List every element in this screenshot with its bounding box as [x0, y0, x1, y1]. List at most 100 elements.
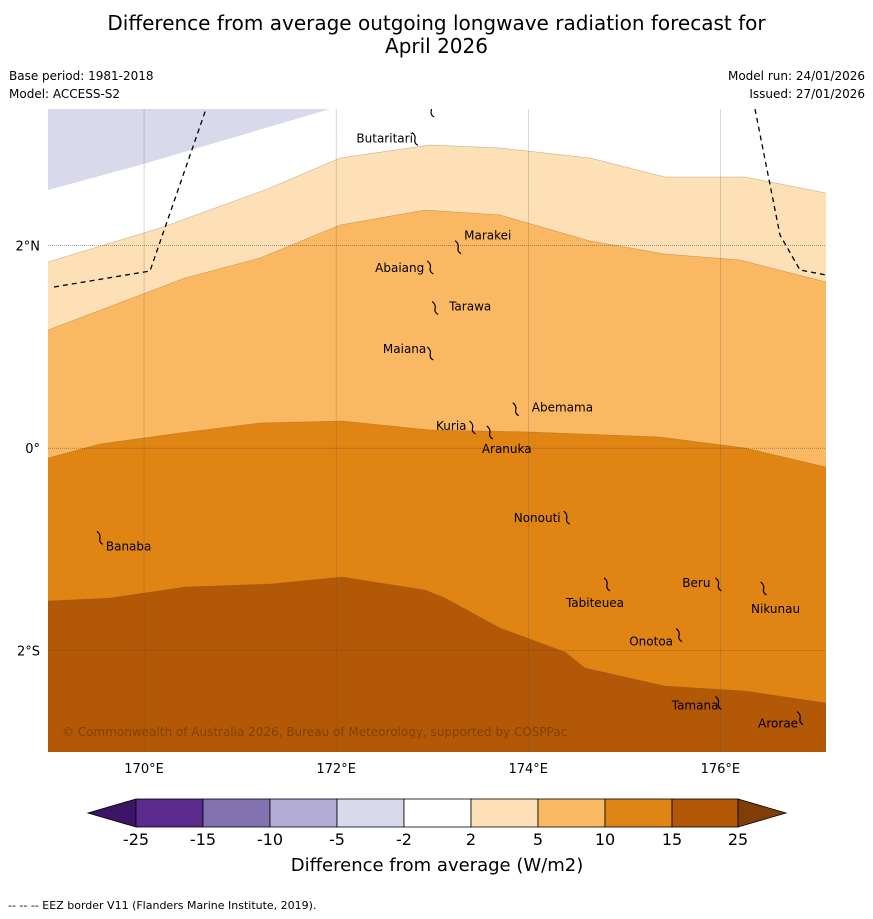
island-arorae: Arorae — [758, 711, 804, 731]
copyright-notice: © Commonwealth of Australia 2026, Bureau… — [62, 725, 567, 739]
island-abaiang: Abaiang — [375, 260, 434, 275]
legend-swatch — [403, 798, 472, 828]
island-label: Marakei — [464, 229, 511, 243]
model-run: Model run: 24/01/2026 — [727, 69, 865, 83]
island-label: Aranuka — [482, 442, 532, 456]
gridlines — [48, 109, 826, 752]
legend-swatch — [269, 798, 338, 828]
island-coastline — [454, 240, 462, 255]
island-label: Nikunau — [751, 602, 800, 616]
contour-fill-layer: Makin Butaritari Marakei Abaiang Tarawa Maian… — [48, 97, 826, 752]
legend-tick-label: -2 — [396, 830, 412, 849]
island-butaritari: Butaritari — [356, 131, 419, 146]
legend-title: Difference from average (W/m2) — [291, 855, 583, 876]
chart-title: Difference from average outgoing longwav… — [0, 12, 873, 58]
legend-tick-label: 25 — [728, 830, 748, 849]
island-label: Nonouti — [514, 511, 561, 525]
island-coastline — [430, 109, 435, 118]
island-label: Kuria — [436, 419, 467, 433]
legend-swatch — [671, 798, 739, 828]
island-coastline — [411, 131, 419, 146]
legend-swatch — [604, 798, 673, 828]
island-label: Abaiang — [375, 261, 424, 275]
legend-swatch — [135, 798, 204, 828]
island-marakei: Marakei — [454, 229, 511, 255]
lat-tick-label: 2°S — [17, 645, 40, 660]
legend-swatch — [537, 798, 606, 828]
island-coastline — [563, 510, 570, 525]
eez-border — [53, 109, 826, 288]
legend-tick-label: -15 — [190, 830, 216, 849]
island-maiana: Maiana — [383, 342, 434, 361]
legend-extend-high — [737, 798, 788, 828]
island-coastline — [486, 425, 494, 440]
legend-tick-label: 15 — [662, 830, 682, 849]
legend-tick-label: -5 — [329, 830, 345, 849]
issued-date: Issued: 27/01/2026 — [749, 87, 865, 101]
legend-tick-label: 10 — [595, 830, 615, 849]
lon-tick-label: 174°E — [508, 762, 548, 777]
legend-tick-label: 5 — [533, 830, 543, 849]
title-line-1: Difference from average outgoing longwav… — [107, 11, 766, 35]
island-label: Makin — [393, 97, 429, 111]
meta-right: Model run: 24/01/2026 Issued: 27/01/2026 — [728, 67, 865, 103]
lon-tick-label: 172°E — [316, 762, 356, 777]
island-coastline — [426, 260, 434, 275]
island-coastline — [426, 346, 434, 361]
island-tamana: Tamana — [671, 695, 722, 712]
eez-footer-note: -- -- -- EEZ border V11 (Flanders Marine… — [8, 899, 317, 912]
island-nikunau: Nikunau — [751, 581, 800, 616]
meta-left: Base period: 1981-2018 Model: ACCESS-S2 — [9, 67, 154, 103]
island-coastline — [469, 420, 476, 435]
lat-tick-label: 0° — [25, 442, 40, 457]
lon-tick-label: 170°E — [124, 762, 164, 777]
island-label: Tarawa — [448, 299, 491, 313]
legend-swatch — [470, 798, 539, 828]
title-line-2: April 2026 — [385, 34, 488, 58]
island-label: Tabiteuea — [565, 596, 624, 610]
islands-layer: Makin Butaritari Marakei Abaiang Tarawa Maian… — [96, 97, 804, 731]
legend-tick-label: 2 — [466, 830, 476, 849]
legend-tick-label: -25 — [123, 830, 149, 849]
island-label: Beru — [682, 576, 710, 590]
island-label: Banaba — [106, 539, 152, 553]
band-minus5-minus2 — [48, 109, 330, 190]
island-kuria: Kuria — [436, 419, 476, 435]
model-name: Model: ACCESS-S2 — [9, 87, 121, 101]
island-coastline — [512, 402, 520, 417]
island-makin: Makin — [393, 97, 435, 118]
island-tabiteuea: Tabiteuea — [565, 577, 624, 610]
island-label: Butaritari — [356, 131, 413, 145]
lat-tick-label: 2°N — [16, 240, 41, 255]
legend-swatch — [336, 798, 405, 828]
island-label: Tamana — [671, 698, 719, 712]
axis-ticks: 170°E 172°E 174°E 176°E 2°N 0° 2°S — [16, 240, 741, 777]
island-beru: Beru — [682, 576, 722, 592]
contour-lines — [48, 144, 826, 704]
band-15-25 — [48, 577, 826, 752]
island-coastline — [96, 530, 104, 545]
island-label: Arorae — [758, 717, 798, 731]
island-coastline — [760, 581, 767, 596]
island-coastline — [715, 695, 722, 710]
island-nonouti: Nonouti — [514, 510, 570, 525]
island-coastline — [431, 300, 439, 315]
base-period: Base period: 1981-2018 — [9, 69, 154, 83]
island-coastline — [715, 577, 722, 592]
lon-tick-label: 176°E — [701, 762, 741, 777]
island-label: Maiana — [383, 342, 426, 356]
island-coastline — [675, 628, 683, 643]
island-label: Abemama — [532, 401, 593, 415]
island-label: Onotoa — [629, 635, 673, 649]
island-banaba: Banaba — [96, 530, 152, 553]
island-tarawa: Tarawa — [431, 299, 491, 315]
island-onotoa: Onotoa — [629, 628, 683, 649]
island-abemama: Abemama — [512, 401, 593, 417]
legend-swatch — [202, 798, 271, 828]
island-coastline — [603, 577, 611, 592]
island-aranuka: Aranuka — [482, 425, 532, 456]
legend-tick-label: -10 — [257, 830, 283, 849]
island-coastline — [796, 711, 804, 726]
